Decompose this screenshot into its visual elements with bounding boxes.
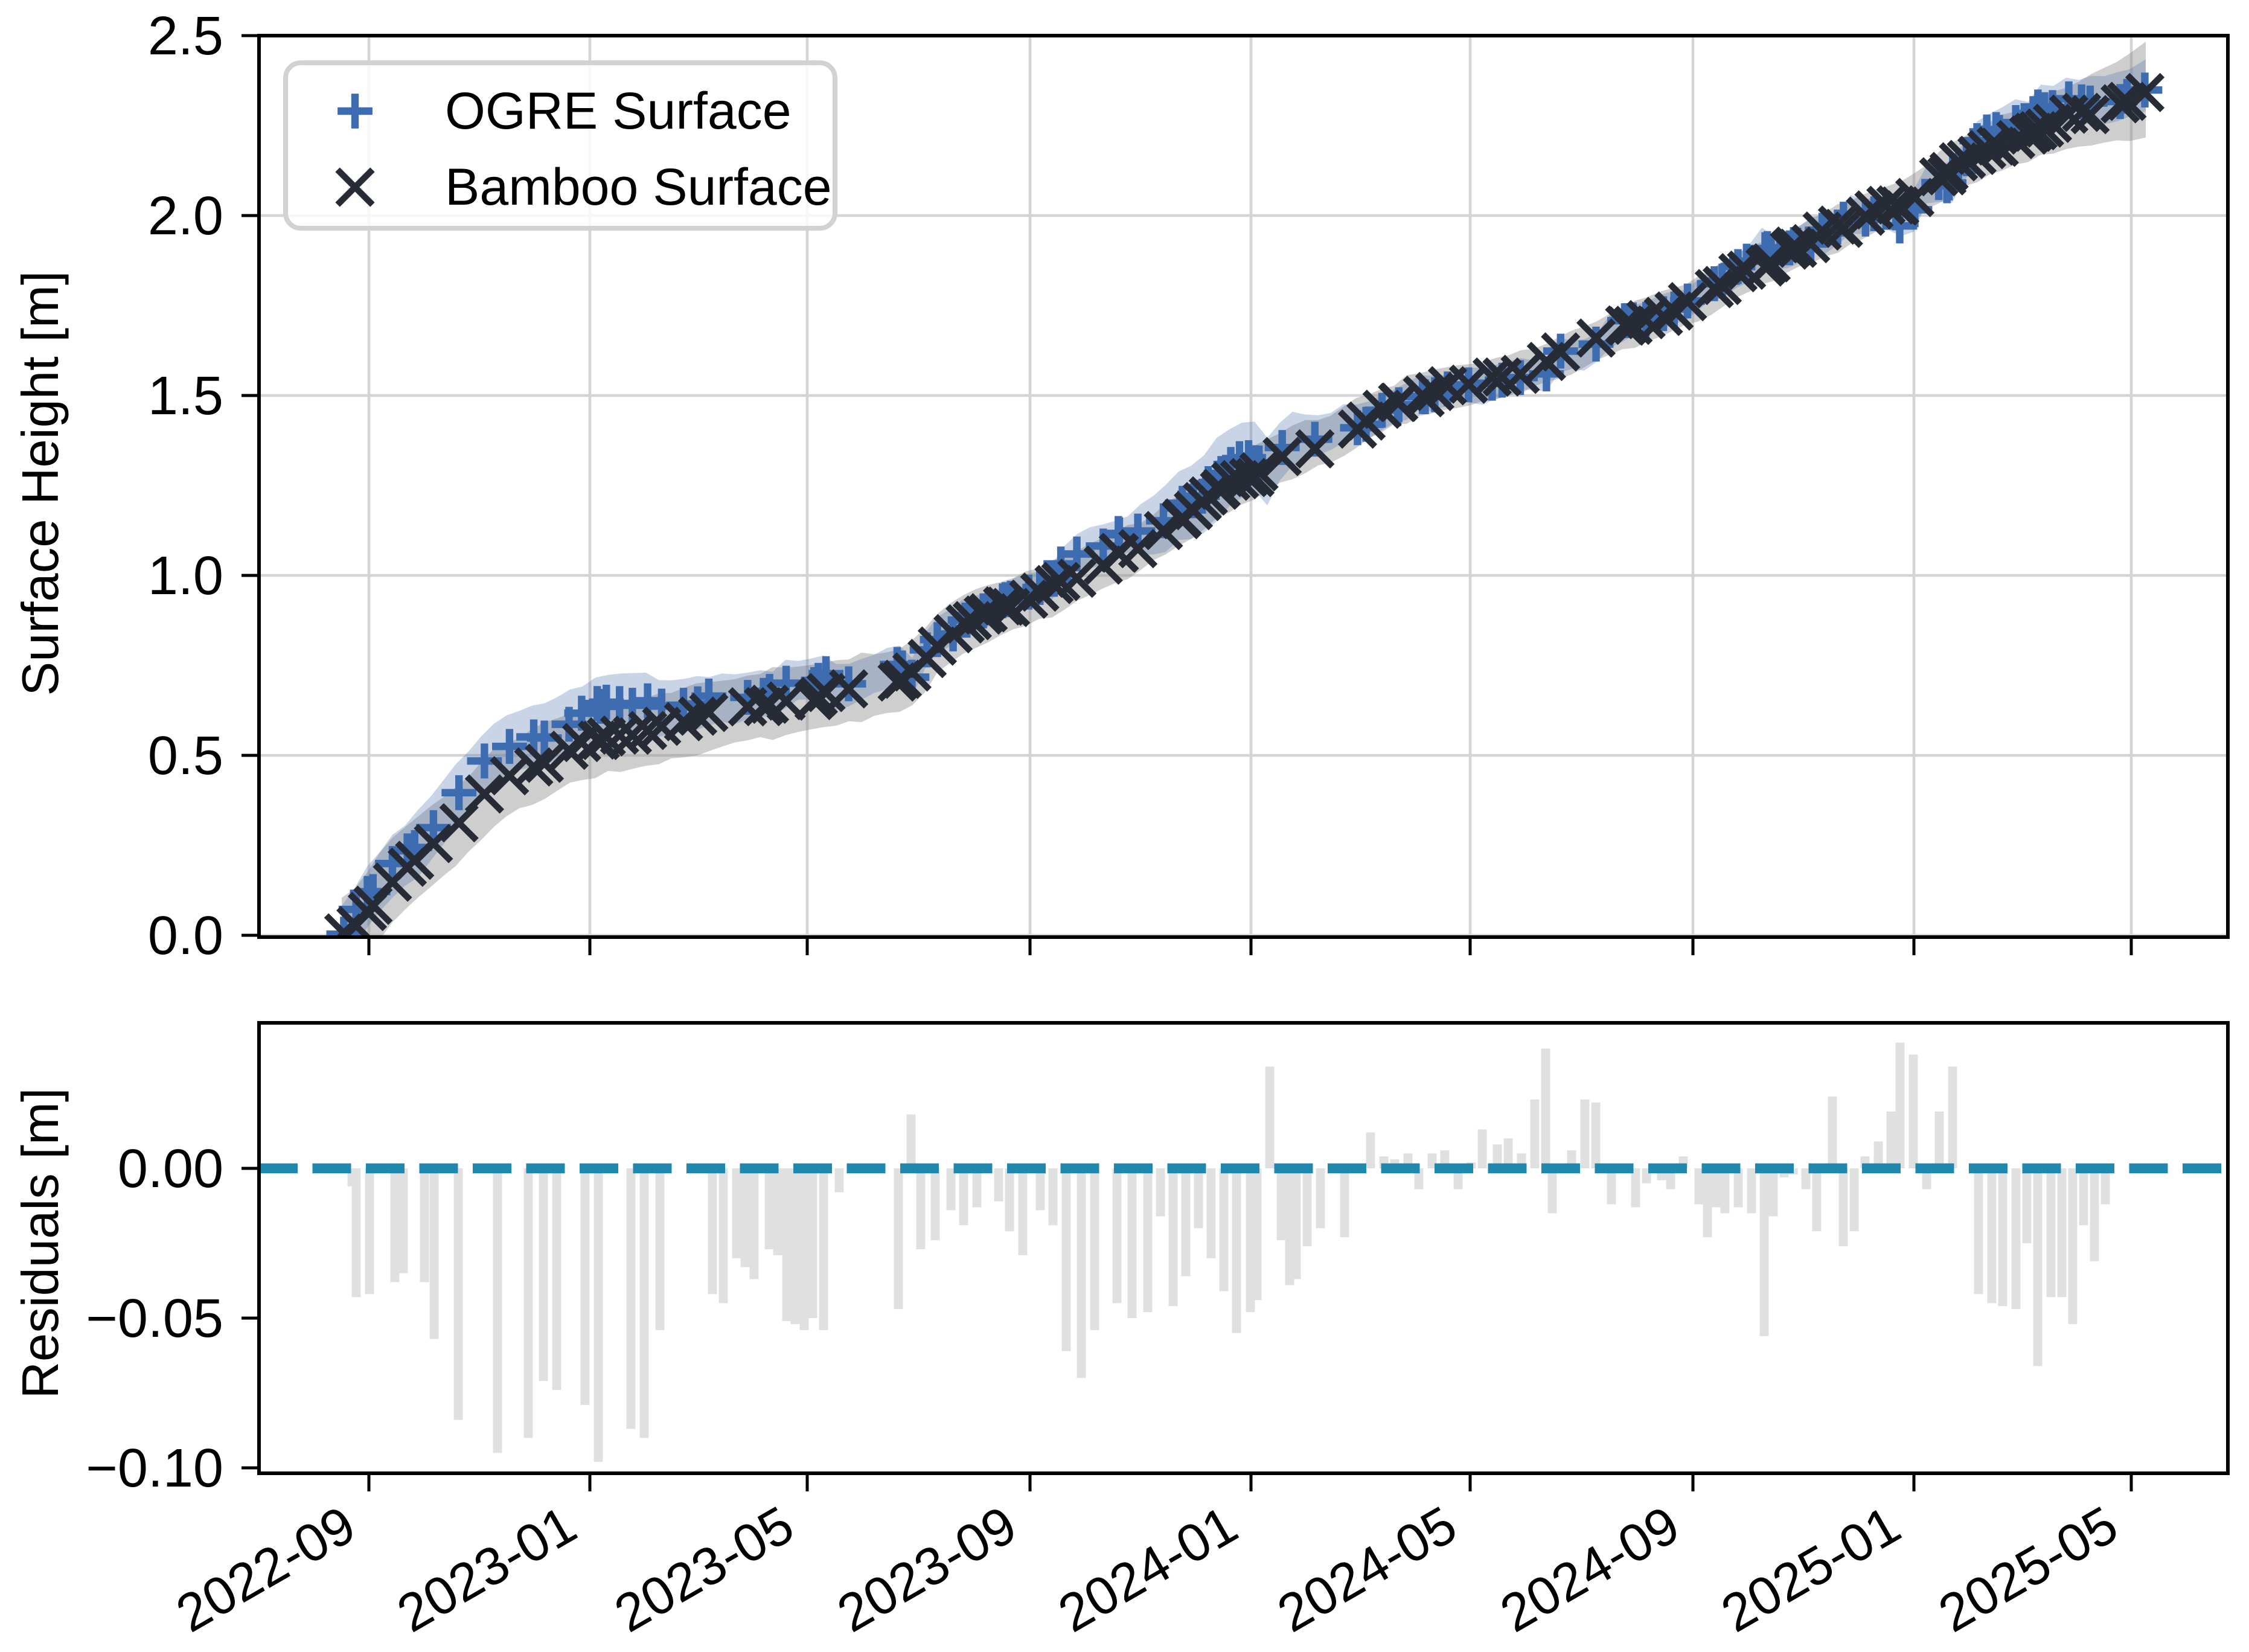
svg-text:0.5: 0.5	[148, 726, 223, 786]
svg-text:OGRE Surface: OGRE Surface	[445, 82, 792, 140]
svg-text:1.0: 1.0	[148, 546, 223, 606]
svg-text:Bamboo Surface: Bamboo Surface	[445, 158, 832, 216]
svg-text:2.5: 2.5	[148, 6, 223, 66]
svg-text:1.5: 1.5	[148, 366, 223, 426]
svg-text:−0.05: −0.05	[86, 1289, 223, 1349]
svg-text:Surface Height [m]: Surface Height [m]	[12, 271, 69, 696]
svg-text:Residuals [m]: Residuals [m]	[12, 1088, 69, 1399]
svg-text:0.0: 0.0	[148, 906, 223, 966]
svg-text:−0.10: −0.10	[86, 1438, 223, 1499]
svg-text:2.0: 2.0	[148, 186, 223, 246]
svg-text:0.00: 0.00	[118, 1139, 223, 1199]
